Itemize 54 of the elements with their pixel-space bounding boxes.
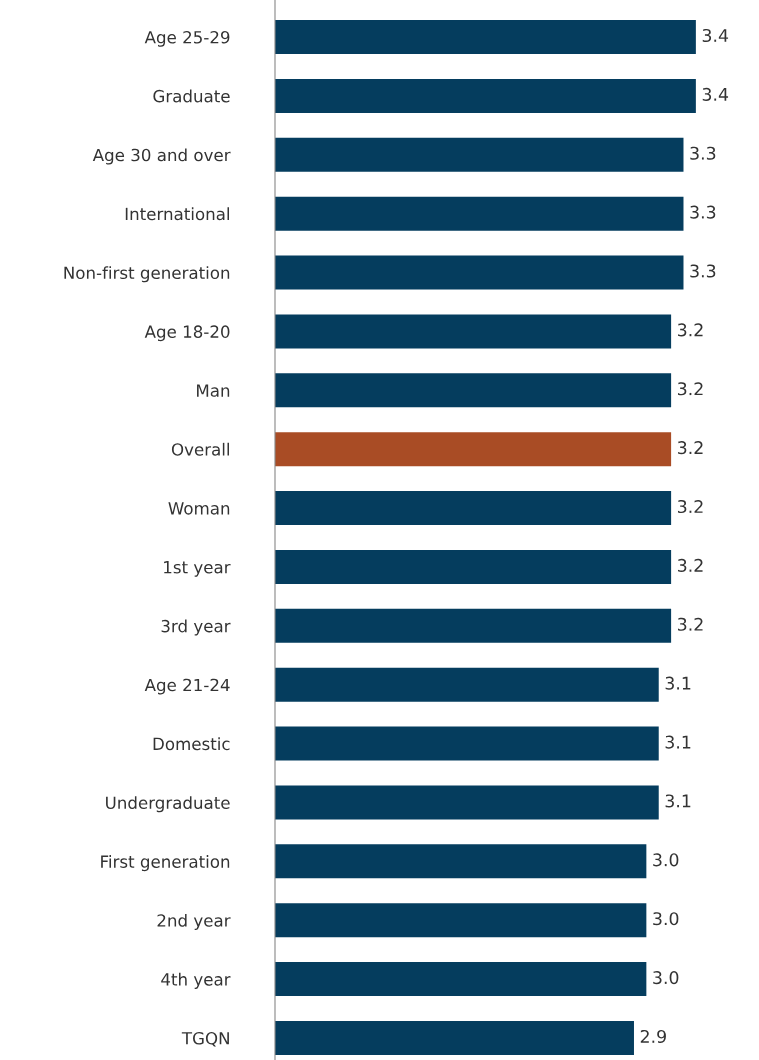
data-label: 3.2 <box>677 558 703 572</box>
bar <box>275 667 659 702</box>
data-label: 3.1 <box>665 794 691 808</box>
y-tick-label: Graduate <box>153 89 230 103</box>
y-tick-label: Non-first generation <box>64 266 230 283</box>
y-tick-label: Woman <box>168 502 230 515</box>
bar <box>275 20 696 54</box>
y-tick-label: Overall <box>171 442 229 456</box>
data-label: 2.9 <box>640 1029 666 1044</box>
bar <box>275 726 659 761</box>
bar <box>275 255 684 290</box>
bar <box>275 844 647 879</box>
bar <box>275 137 684 172</box>
y-tick-label: 3rd year <box>161 619 231 636</box>
y-tick-label: 2nd year <box>157 913 231 931</box>
data-label: 3.2 <box>677 441 703 455</box>
bar <box>275 1021 634 1055</box>
bar <box>275 962 647 997</box>
y-tick-label: Age 21-24 <box>144 678 230 695</box>
data-label: 3.3 <box>690 146 716 160</box>
bar <box>275 196 684 231</box>
bar <box>275 608 672 643</box>
y-tick-label: Domestic <box>153 737 230 751</box>
data-label: 3.4 <box>702 87 729 101</box>
data-label: 3.0 <box>653 912 679 926</box>
data-label: 3.2 <box>677 499 703 514</box>
data-label: 3.1 <box>665 676 691 690</box>
data-label: 3.3 <box>690 264 716 278</box>
bar <box>275 314 672 349</box>
y-tick-label: Age 18-20 <box>144 325 230 342</box>
data-label: 3.4 <box>702 28 729 43</box>
y-tick-label: Undergraduate <box>106 796 230 813</box>
data-label: 3.2 <box>677 323 703 337</box>
bar <box>275 903 647 938</box>
bar <box>275 78 696 113</box>
y-tick-label: 1st year <box>164 561 231 577</box>
y-tick-label: TGQN <box>181 1031 229 1047</box>
data-label: 3.2 <box>677 617 703 631</box>
data-label: 3.0 <box>653 853 679 867</box>
data-label: 3.1 <box>665 735 691 749</box>
y-tick-label: Age 25-29 <box>144 30 230 47</box>
bar <box>275 785 659 820</box>
bar <box>275 373 672 408</box>
y-tick-label: 4th year <box>161 972 231 989</box>
y-tick-label: International <box>125 207 229 221</box>
data-label: 3.2 <box>677 382 703 396</box>
bar <box>275 549 672 584</box>
bar <box>275 491 672 526</box>
bar <box>275 432 672 467</box>
data-label: 3.0 <box>653 971 679 985</box>
y-tick-label: Age 30 and over <box>92 148 231 165</box>
data-label: 3.3 <box>690 205 716 219</box>
y-tick-label: First generation <box>101 855 230 872</box>
y-tick-label: Man <box>197 384 230 397</box>
